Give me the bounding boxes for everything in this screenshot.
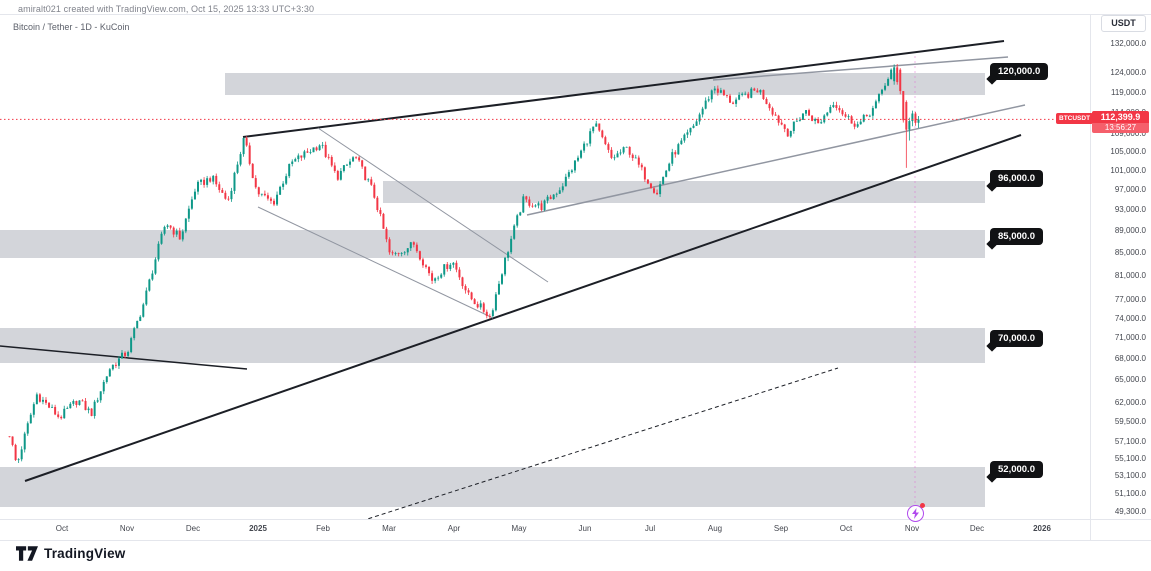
price-tick: 51,100.0: [1114, 489, 1146, 499]
time-tick: Dec: [185, 524, 201, 533]
price-tick: 93,000.0: [1114, 204, 1146, 214]
time-tick: Jul: [644, 524, 656, 533]
trendline-6[interactable]: [526, 104, 1026, 216]
price-tick: 71,000.0: [1114, 333, 1146, 343]
trendline-4[interactable]: [317, 127, 549, 283]
price-tick: 77,000.0: [1114, 294, 1146, 304]
price-tick: 55,100.0: [1114, 453, 1146, 463]
time-tick: Sep: [773, 524, 789, 533]
time-tick: Nov: [119, 524, 135, 533]
bar-countdown: 13:56:27: [1092, 123, 1149, 134]
time-tick: Oct: [55, 524, 69, 533]
trendline-3[interactable]: [355, 367, 839, 523]
price-tick: 124,000.0: [1110, 68, 1146, 78]
price-tick: 81,000.0: [1114, 270, 1146, 280]
time-tick: Mar: [382, 524, 396, 533]
scale-separator: [1090, 14, 1091, 540]
attribution-text: amiralt021 created with TradingView.com,…: [18, 4, 315, 14]
time-tick: Feb: [316, 524, 330, 533]
price-tick: 85,000.0: [1114, 247, 1146, 257]
price-tick: 109,000.0: [1110, 129, 1146, 139]
trendline-0[interactable]: [242, 40, 1005, 138]
time-tick: Aug: [707, 524, 723, 533]
price-level-callout[interactable]: 52,000.0: [986, 461, 1043, 483]
zone-70,000.0[interactable]: [0, 328, 985, 363]
tradingview-logo-text: TradingView: [44, 546, 126, 561]
price-level-callout[interactable]: 85,000.0: [986, 228, 1043, 250]
zone-120,000.0[interactable]: [225, 73, 985, 95]
price-tick: 101,000.0: [1110, 165, 1146, 175]
time-scale[interactable]: Oct Nov Dec 2025 Feb Mar Apr May Jun Jul Aug Sep Oct…: [0, 519, 1090, 540]
price-tick: 53,100.0: [1114, 471, 1146, 481]
price-tick: 49,300.0: [1114, 506, 1146, 516]
zone-52,000.0[interactable]: [0, 467, 985, 507]
trendlines[interactable]: [0, 40, 1026, 523]
last-price-value: 112,399.9: [1092, 111, 1149, 124]
trendline-5[interactable]: [257, 206, 494, 319]
currency-toggle-button[interactable]: USDT: [1101, 15, 1146, 32]
time-tick: May: [511, 524, 527, 533]
price-tick: 57,100.0: [1114, 436, 1146, 446]
price-level-callout[interactable]: 96,000.0: [986, 170, 1043, 192]
last-price-badge: 112,399.9 13:56:27: [1092, 111, 1149, 134]
price-tick: 105,000.0: [1110, 147, 1146, 157]
price-tick: 62,000.0: [1114, 397, 1146, 407]
symbol-legend[interactable]: Bitcoin / Tether - 1D - KuCoin: [13, 22, 130, 32]
price-tick: 65,000.0: [1114, 375, 1146, 385]
price-tick: 132,000.0: [1110, 38, 1146, 48]
candlestick-series[interactable]: [8, 64, 920, 464]
time-tick: Oct: [839, 524, 853, 533]
symbol-price-tag: BTCUSDT: [1056, 113, 1094, 125]
price-tick: 59,500.0: [1114, 417, 1146, 427]
zone-96,000.0[interactable]: [383, 181, 985, 203]
outer-border-bottom: [0, 540, 1151, 541]
time-tick: Apr: [447, 524, 461, 533]
event-marker-button[interactable]: [907, 505, 924, 522]
zone-85,000.0[interactable]: [0, 230, 985, 258]
price-level-callout[interactable]: 70,000.0: [986, 330, 1043, 352]
time-tick: 2026: [1033, 524, 1051, 533]
support-resistance-zones[interactable]: [0, 73, 985, 507]
price-tick: 119,000.0: [1111, 87, 1146, 97]
time-tick: Dec: [969, 524, 985, 533]
tradingview-logo[interactable]: TradingView: [16, 546, 125, 561]
pane-border-bottom: [0, 519, 1151, 520]
time-tick: Nov: [904, 524, 920, 533]
lightning-icon: [912, 508, 919, 519]
price-tick: 89,000.0: [1114, 225, 1146, 235]
trendline-2[interactable]: [0, 345, 248, 370]
pane-border-top: [0, 14, 1151, 15]
price-scale[interactable]: 132,000.0124,000.0119,000.0114,000.0109,…: [1090, 14, 1151, 540]
price-tick: 68,000.0: [1114, 353, 1146, 363]
trendline-1[interactable]: [24, 134, 1022, 482]
price-level-callout[interactable]: 120,000.0: [986, 63, 1049, 85]
price-tick: 74,000.0: [1114, 313, 1146, 323]
time-tick: Jun: [578, 524, 592, 533]
tradingview-logo-icon: [16, 546, 38, 561]
price-tick: 97,000.0: [1114, 184, 1146, 194]
event-alert-dot: [920, 503, 925, 508]
trendline-7[interactable]: [712, 56, 1009, 81]
time-tick: 2025: [249, 524, 267, 533]
